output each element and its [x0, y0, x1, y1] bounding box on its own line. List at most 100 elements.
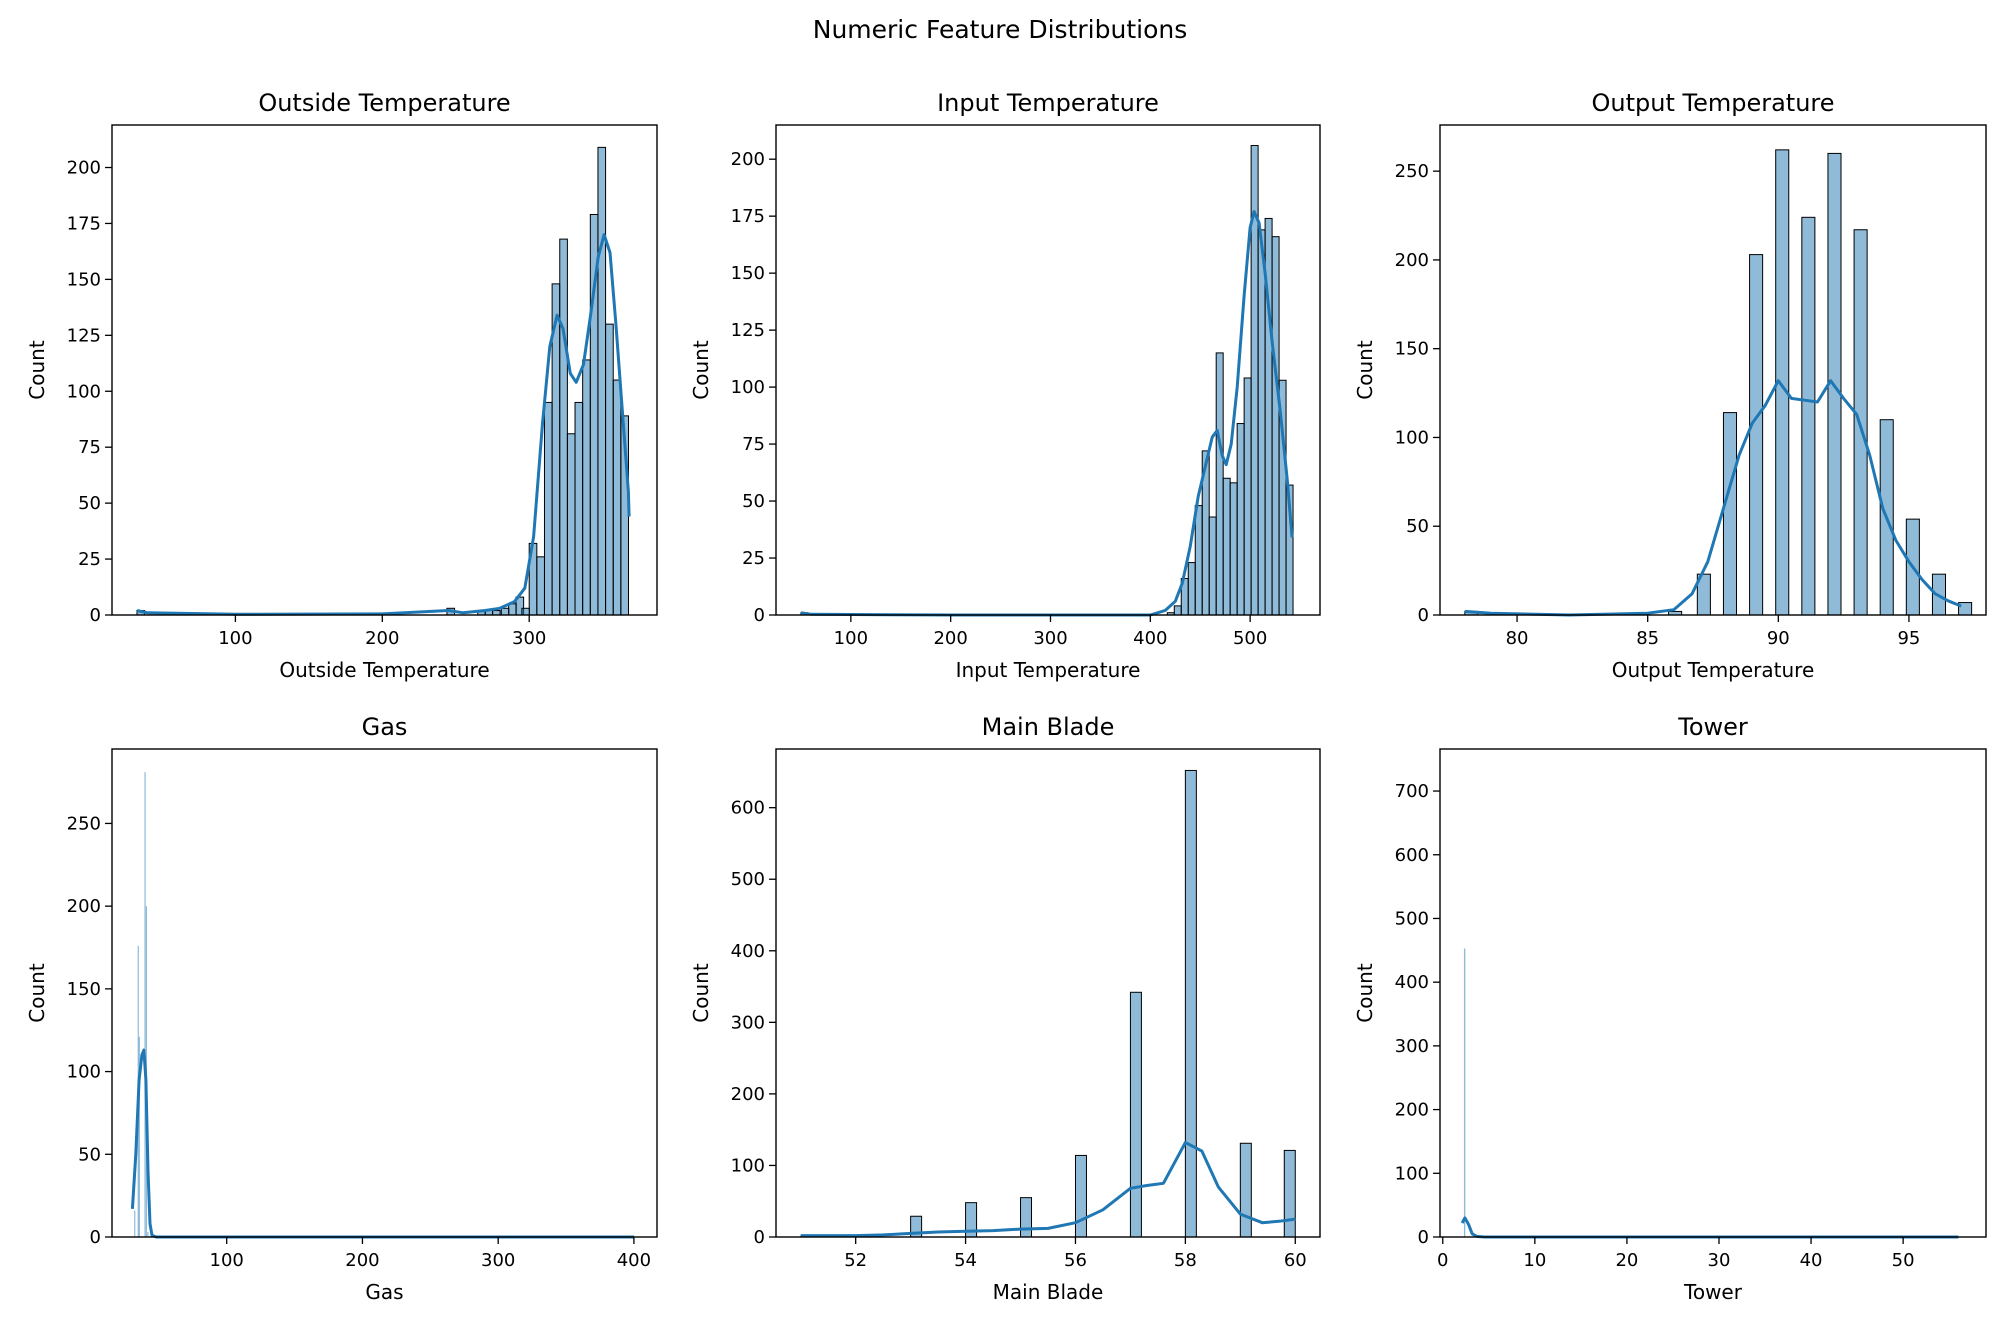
y-tick-label: 75	[742, 434, 765, 455]
subplot-outside-temperature: 100 200 300 0 25 50 75 100 125 150 175 200 Outside T…	[25, 89, 658, 682]
y-tick-label: 175	[67, 213, 101, 234]
y-tick-label: 150	[1395, 339, 1429, 360]
y-tick-label: 250	[1395, 161, 1429, 182]
subplot-title: Input Temperature	[937, 89, 1159, 117]
axes-frame	[775, 124, 1321, 616]
subplot-title: Tower	[1677, 713, 1748, 741]
histogram-bar	[134, 1210, 136, 1237]
y-axis-label: Count	[1353, 340, 1377, 400]
y-tick-label: 300	[731, 1012, 765, 1033]
y-tick-label: 100	[731, 1155, 765, 1176]
y-tick-label: 500	[1395, 908, 1429, 929]
histogram-bar	[605, 323, 614, 616]
y-tick-label: 50	[78, 493, 101, 514]
histogram-bar	[1020, 1197, 1033, 1238]
histogram-bar	[543, 401, 553, 616]
y-tick-label: 100	[67, 381, 101, 402]
y-tick-label: 100	[1395, 427, 1429, 448]
subplot-gas: 100 200 300 400 0 50 100 150 200 250 Gas Gas Count	[25, 713, 658, 1304]
x-tick-label: 200	[933, 628, 967, 649]
y-tick-label: 200	[731, 149, 765, 170]
y-tick-label: 0	[90, 1227, 101, 1248]
y-tick-label: 0	[1418, 605, 1429, 626]
x-axis-label: Main Blade	[993, 1280, 1104, 1304]
histogram-bar	[1215, 352, 1224, 616]
x-tick-label: 200	[365, 628, 399, 649]
y-axis-label: Count	[689, 963, 713, 1023]
histogram-bar	[521, 607, 530, 616]
x-tick-label: 58	[1174, 1250, 1197, 1271]
y-tick-label: 25	[78, 549, 101, 570]
y-tick-label: 0	[1418, 1227, 1429, 1248]
histogram-bar	[1184, 769, 1197, 1238]
histogram-bar	[1749, 254, 1764, 616]
x-tick-label: 20	[1615, 1250, 1638, 1271]
kde-line	[130, 1048, 634, 1239]
x-tick-label: 400	[1133, 628, 1167, 649]
axes-frame	[1439, 748, 1987, 1238]
y-axis-label: Count	[1353, 963, 1377, 1023]
histogram-bar	[559, 238, 568, 616]
y-tick-label: 50	[742, 491, 765, 512]
x-tick-label: 400	[617, 1250, 651, 1271]
x-tick-label: 100	[218, 628, 252, 649]
y-tick-label: 200	[1395, 250, 1429, 271]
y-tick-label: 0	[90, 605, 101, 626]
y-tick-label: 250	[67, 813, 101, 834]
x-tick-label: 500	[1233, 628, 1267, 649]
y-tick-label: 25	[742, 548, 765, 569]
y-tick-label: 200	[67, 158, 101, 179]
subplot-tower: 0 10 20 30 40 500100200300400500600700TowerTo…	[1353, 713, 1987, 1304]
histogram-bar	[597, 146, 607, 616]
kde-line	[800, 1141, 1296, 1238]
histogram-bar	[1208, 516, 1217, 616]
histogram-bar	[1074, 1154, 1087, 1238]
histogram-bar	[1194, 505, 1203, 616]
y-tick-label: 200	[67, 896, 101, 917]
y-tick-label: 600	[731, 798, 765, 819]
histogram-bar	[1463, 948, 1466, 1237]
x-axis-label: Output Temperature	[1612, 658, 1815, 682]
y-tick-label: 75	[78, 437, 101, 458]
x-axis-label: Outside Temperature	[279, 658, 489, 682]
histogram-bar	[500, 607, 510, 616]
histogram-bar	[612, 379, 622, 616]
histogram-bar	[566, 433, 576, 616]
histogram-bar	[1229, 482, 1238, 616]
histogram-bar	[536, 556, 545, 616]
axes-frame	[775, 748, 1321, 1238]
y-tick-label: 100	[1395, 1163, 1429, 1184]
histogram-bar	[1187, 562, 1196, 616]
histogram-bar	[1243, 377, 1252, 616]
histogram-bar	[1722, 412, 1738, 616]
y-axis-label: Count	[25, 340, 49, 400]
histogram-bar	[1222, 477, 1231, 616]
y-tick-label: 0	[754, 1227, 765, 1248]
x-axis-label: Gas	[365, 1280, 403, 1304]
x-tick-label: 52	[844, 1250, 867, 1271]
histogram-bar	[1801, 216, 1816, 616]
x-tick-label: 85	[1636, 628, 1659, 649]
histogram-bar	[144, 772, 146, 1237]
y-tick-label: 200	[731, 1084, 765, 1105]
y-tick-label: 300	[1395, 1036, 1429, 1057]
axes-frame	[111, 124, 658, 616]
subplot-title: Outside Temperature	[258, 89, 510, 117]
histogram-bar	[582, 359, 591, 616]
x-tick-label: 0	[1437, 1250, 1448, 1271]
histogram-bar	[1173, 605, 1182, 616]
x-tick-label: 95	[1897, 628, 1920, 649]
y-tick-label: 600	[1395, 845, 1429, 866]
subplot-title: Output Temperature	[1591, 89, 1834, 117]
axes-frame	[1439, 124, 1987, 616]
histogram-bar	[1257, 229, 1266, 616]
subplot-title: Main Blade	[982, 713, 1115, 741]
y-tick-label: 175	[731, 206, 765, 227]
y-tick-label: 700	[1395, 781, 1429, 802]
y-tick-label: 400	[1395, 972, 1429, 993]
subplot-title: Gas	[362, 713, 408, 741]
x-tick-label: 54	[954, 1250, 977, 1271]
figure-title: Numeric Feature Distributions	[813, 15, 1188, 44]
y-tick-label: 200	[1395, 1100, 1429, 1121]
histogram-bar	[138, 1036, 140, 1237]
